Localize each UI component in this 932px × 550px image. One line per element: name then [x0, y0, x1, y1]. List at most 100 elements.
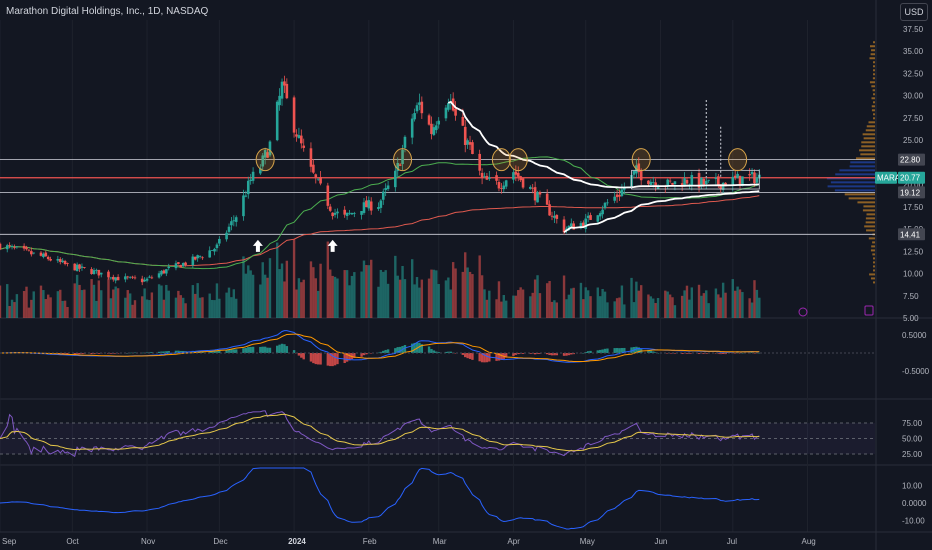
candle-body	[302, 145, 306, 148]
candle-body	[377, 206, 380, 210]
volume-profile-bar	[870, 249, 875, 252]
candle-body	[124, 276, 127, 280]
volume-bar	[548, 281, 551, 318]
volume-bar	[201, 297, 204, 318]
candle-body	[731, 176, 735, 186]
volume-bar	[333, 276, 337, 318]
volume-bar	[184, 303, 187, 318]
volume-profile-bar	[870, 53, 875, 56]
volume-bar	[705, 290, 708, 318]
macd-histogram-bar	[758, 352, 761, 354]
candle-body	[232, 220, 236, 222]
candle-body	[128, 276, 132, 278]
volume-bar	[280, 263, 284, 318]
volume-profile-bar	[834, 189, 875, 192]
candle-body	[39, 252, 43, 256]
volume-bar	[242, 256, 245, 318]
macd-histogram-bar	[314, 353, 317, 365]
volume-bar	[292, 239, 296, 318]
macd-histogram-bar	[398, 346, 402, 353]
macd-histogram-bar	[555, 353, 559, 356]
candle-body	[109, 277, 113, 279]
volume-bar	[362, 260, 366, 318]
candle-body	[420, 101, 424, 114]
volume-profile-bar	[861, 145, 875, 148]
volume-bar	[218, 298, 221, 318]
chart-title: Marathon Digital Holdings, Inc., 1D, NAS…	[6, 6, 209, 17]
time-tick-label: May	[580, 537, 595, 546]
candle-body	[548, 204, 551, 216]
volume-bar	[261, 262, 264, 318]
volume-bar	[435, 270, 438, 318]
volume-bar	[688, 299, 691, 318]
volume-bar	[562, 275, 566, 318]
candle-body	[741, 176, 744, 186]
volume-profile-bar	[871, 109, 875, 112]
candle-body	[165, 269, 168, 274]
macd-histogram-bar	[167, 351, 170, 353]
volume-profile-bar	[873, 61, 875, 64]
candle-body	[553, 215, 556, 218]
anchored-vwap-upper	[447, 100, 760, 189]
macd-histogram-bar	[333, 353, 337, 366]
volume-bar	[162, 299, 166, 318]
time-tick-label: Jun	[654, 537, 667, 546]
candle-body	[504, 180, 508, 187]
volume-bar	[59, 289, 62, 318]
macd-histogram-bar	[599, 349, 602, 353]
candle-body	[531, 187, 535, 189]
volume-bar	[191, 285, 195, 318]
earnings-icon	[864, 305, 874, 316]
volume-bar	[514, 295, 518, 318]
candle-body	[218, 238, 221, 244]
candle-body	[266, 152, 269, 158]
macd-histogram-bar	[384, 349, 387, 353]
candle-body	[601, 209, 604, 215]
macd-histogram-bar	[444, 351, 448, 353]
macd-histogram-bar	[521, 353, 525, 354]
volume-bar	[370, 259, 373, 318]
candle-body	[32, 252, 36, 254]
candle-body	[538, 192, 542, 195]
volume-bar	[519, 287, 522, 318]
volume-bar	[13, 302, 16, 318]
candle-body	[215, 244, 219, 249]
macd-histogram-bar	[430, 348, 433, 353]
volume-bar	[664, 290, 667, 318]
volume-profile-bar	[866, 229, 875, 232]
macd-histogram-bar	[109, 353, 113, 354]
oscillator-tick-label: 10.00	[902, 482, 923, 491]
macd-tick-label: 0.5000	[902, 331, 927, 340]
candle-body	[97, 269, 101, 276]
volume-bar	[266, 277, 269, 318]
macd-histogram-bar	[420, 344, 424, 353]
volume-bar	[300, 282, 303, 318]
candle-body	[673, 181, 677, 185]
price-tick-label: 35.00	[903, 47, 924, 56]
currency-button[interactable]: USD	[900, 3, 928, 21]
candle-body	[430, 123, 433, 134]
macd-histogram-bar	[741, 352, 744, 354]
price-tag-label: 14.41	[900, 230, 921, 239]
candle-body	[654, 182, 657, 188]
volume-bar	[488, 290, 491, 318]
volume-bar	[700, 295, 703, 318]
volume-bar	[454, 268, 457, 318]
rsi-band	[0, 423, 875, 454]
volume-bar	[6, 284, 9, 318]
candle-body	[292, 97, 296, 133]
volume-bar	[671, 297, 674, 318]
highlight-circle	[728, 148, 748, 172]
macd-histogram-bar	[370, 353, 373, 354]
volume-bar	[741, 292, 744, 318]
volume-bar	[690, 287, 694, 318]
candle-body	[497, 182, 501, 189]
macd-histogram-bar	[261, 346, 264, 353]
candle-body	[738, 175, 742, 185]
volume-bar	[276, 242, 279, 318]
candle-body	[309, 148, 313, 167]
volume-profile-bar	[873, 269, 875, 272]
candle-body	[99, 272, 103, 275]
time-tick-label: Feb	[363, 537, 377, 546]
